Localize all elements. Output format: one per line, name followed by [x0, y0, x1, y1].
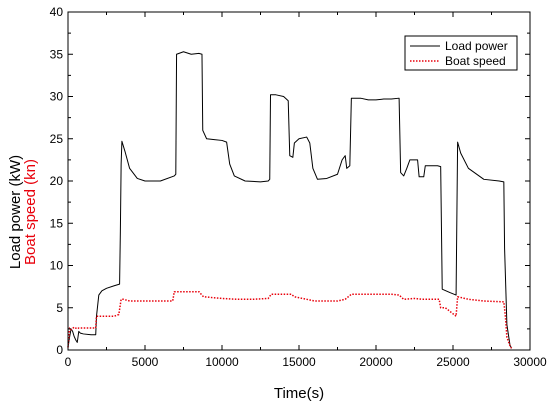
x-tick-label: 10000: [205, 355, 239, 369]
series-line-load-power: [67, 51, 512, 349]
legend-label-boat-speed: Boat speed: [445, 54, 506, 68]
x-tick-label: 20000: [359, 355, 393, 369]
y-axis-label-boat-speed: Boat speed (kn): [22, 159, 39, 265]
y-tick-label: 25: [50, 132, 64, 146]
series-line-boat-speed: [67, 290, 513, 349]
legend: Load power Boat speed: [404, 35, 518, 71]
axes-layer: 0 5000 10000 15000 20000 25000 30000 0 5 10 15 20 25…: [50, 5, 547, 369]
y-tick-label: 30: [50, 90, 64, 104]
y-tick-label: 35: [50, 47, 64, 61]
y-tick-label: 20: [50, 174, 64, 188]
x-tick-label: 30000: [513, 355, 547, 369]
x-tick-label: 5000: [132, 355, 159, 369]
legend-label-load-power: Load power: [445, 39, 508, 53]
y-axis-label-load-power: Load power (kW): [7, 155, 24, 269]
x-tick-label: 15000: [282, 355, 316, 369]
y-tick-label: 15: [50, 216, 64, 230]
y-tick-label: 10: [50, 259, 64, 273]
y-tick-label: 40: [50, 5, 64, 19]
series-layer: [67, 51, 513, 349]
legend-box: [404, 35, 518, 71]
y-tick-label: 5: [56, 301, 63, 315]
x-tick-label: 25000: [436, 355, 470, 369]
y-tick-label: 0: [56, 343, 63, 357]
x-tick-label: 0: [65, 355, 72, 369]
x-axis-label: Time(s): [274, 385, 324, 402]
y-axis-label: Load power (kW) Boat speed (kn): [7, 155, 39, 269]
